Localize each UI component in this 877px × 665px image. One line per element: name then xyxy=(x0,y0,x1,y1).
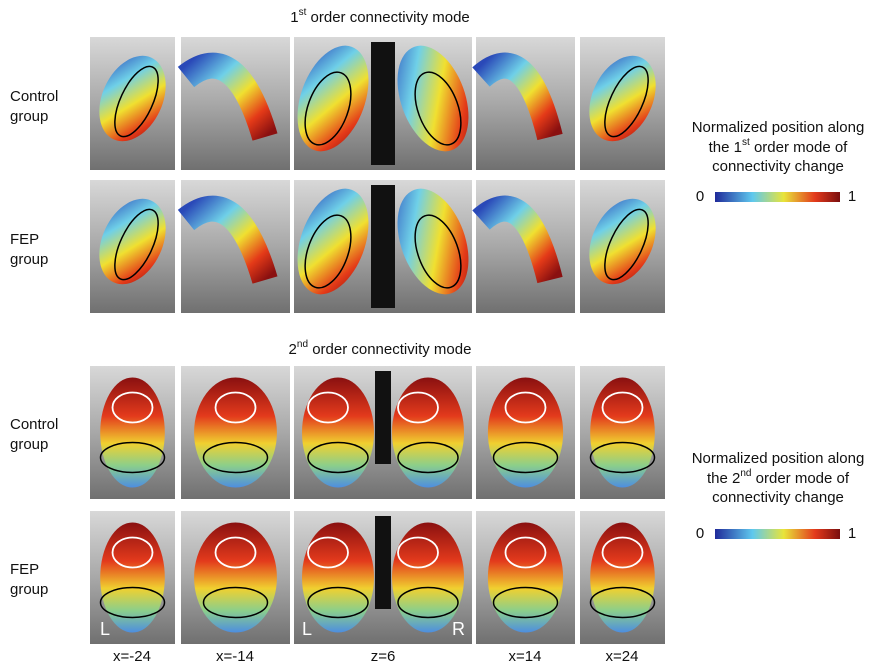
activation xyxy=(488,523,563,633)
row-label: FEP xyxy=(10,561,39,578)
row-label: group xyxy=(10,251,48,268)
colorbar-max: 1 xyxy=(848,188,856,205)
midline xyxy=(375,516,391,609)
orientation-label: L xyxy=(100,619,110,639)
colorbar-min: 0 xyxy=(696,188,704,205)
column-label: x=-14 xyxy=(216,648,254,665)
orientation-label: L xyxy=(302,619,312,639)
activation xyxy=(100,378,165,488)
orientation-label: R xyxy=(452,619,465,639)
row-label: FEP xyxy=(10,231,39,248)
colorbar xyxy=(715,192,840,202)
row-label: group xyxy=(10,108,48,125)
section-title: 1st order connectivity mode xyxy=(290,7,470,26)
activation xyxy=(194,378,277,488)
legend-text: connectivity change xyxy=(712,489,844,506)
row-label: Control xyxy=(10,416,58,433)
section-title: 2nd order connectivity mode xyxy=(289,339,472,358)
activation xyxy=(590,378,655,488)
row-label: Control xyxy=(10,88,58,105)
colorbar-max: 1 xyxy=(848,525,856,542)
legend-text: Normalized position along xyxy=(692,119,865,136)
brain-panels xyxy=(86,36,668,644)
row-label: group xyxy=(10,581,48,598)
column-label: z=6 xyxy=(371,648,396,665)
colorbar xyxy=(715,529,840,539)
activation xyxy=(590,523,655,633)
midline xyxy=(375,371,391,464)
legend-text: the 1st order mode of xyxy=(709,137,849,156)
activation xyxy=(100,523,165,633)
legend-text: connectivity change xyxy=(712,158,844,175)
activation xyxy=(488,378,563,488)
activation xyxy=(194,523,277,633)
colorbar-min: 0 xyxy=(696,525,704,542)
row-label: group xyxy=(10,436,48,453)
legend-text: the 2nd order mode of xyxy=(707,468,850,487)
figure: 1st order connectivity mode 2nd order co… xyxy=(0,0,877,665)
legend-text: Normalized position along xyxy=(692,450,865,467)
column-label: x=24 xyxy=(606,648,639,665)
midline xyxy=(371,42,395,165)
column-label: x=-24 xyxy=(113,648,151,665)
midline xyxy=(371,185,395,308)
column-label: x=14 xyxy=(509,648,542,665)
